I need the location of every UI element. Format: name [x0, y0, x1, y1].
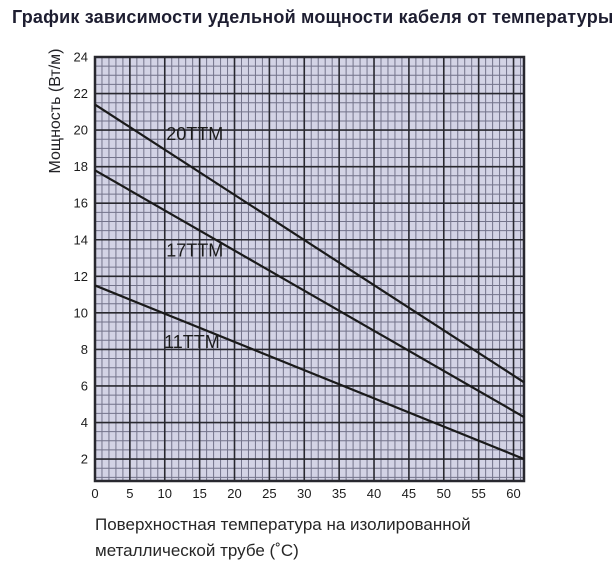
y-tick-label: 12	[74, 269, 88, 284]
y-tick-label: 10	[74, 305, 88, 320]
y-tick-label: 22	[74, 86, 88, 101]
y-tick-label: 16	[74, 196, 88, 211]
x-axis-label: Поверхностная температура на изолированн…	[95, 512, 471, 563]
series-label-17ТТМ: 17ТТМ	[166, 241, 223, 261]
y-tick-label: 18	[74, 159, 88, 174]
series-label-11ТТМ: 11ТТМ	[164, 332, 220, 352]
plot-background	[95, 57, 524, 481]
x-tick-label: 40	[367, 486, 381, 501]
series-line-11ТТМ	[94, 284, 525, 461]
x-tick-label: 50	[437, 486, 451, 501]
series-line-20ТТМ	[94, 103, 525, 384]
y-tick-label: 20	[74, 123, 88, 138]
x-tick-label: 35	[332, 486, 346, 501]
x-tick-label: 20	[227, 486, 241, 501]
x-tick-label: 45	[402, 486, 416, 501]
x-tick-label: 5	[126, 486, 133, 501]
chart-title: График зависимости удельной мощности каб…	[12, 7, 614, 27]
y-tick-label: 24	[74, 50, 88, 65]
x-tick-label: 25	[262, 486, 276, 501]
y-tick-label: 2	[81, 452, 88, 467]
x-tick-label: 55	[471, 486, 485, 501]
x-axis-label-line1: Поверхностная температура на изолированн…	[95, 515, 471, 534]
y-tick-label: 6	[81, 378, 88, 393]
x-axis-label-line2: металлической трубе (˚C)	[95, 540, 299, 560]
y-tick-label: 14	[74, 232, 88, 247]
x-tick-label: 0	[91, 486, 98, 501]
x-tick-label: 30	[297, 486, 311, 501]
x-tick-label: 15	[192, 486, 206, 501]
x-tick-label: 10	[158, 486, 172, 501]
plot-border	[93, 55, 526, 483]
y-tick-label: 8	[81, 342, 88, 357]
series-line-17ТТМ	[94, 169, 525, 418]
x-tick-label: 60	[506, 486, 520, 501]
y-tick-label: 4	[81, 415, 88, 430]
series-label-20ТТМ: 20ТТМ	[166, 124, 223, 144]
